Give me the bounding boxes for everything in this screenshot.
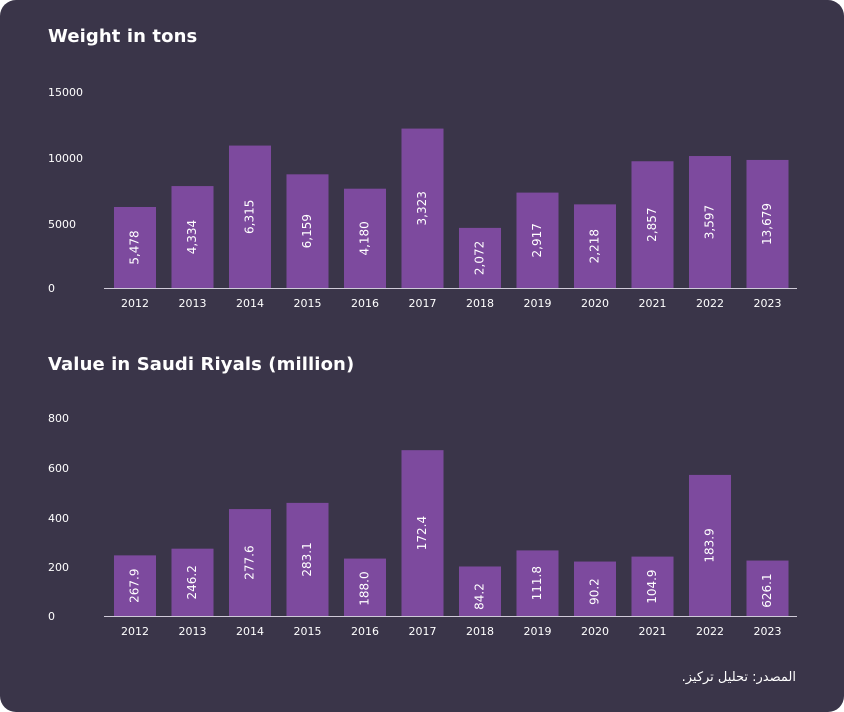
weight-bar-2013 [171,186,214,288]
weight-bar-label: 2,857 [645,207,659,241]
value-y-tick-label: 800 [48,412,69,425]
weight-x-tick-label: 2023 [754,297,782,310]
weight-chart-title: Weight in tons [48,26,198,47]
weight-x-tick-label: 2017 [409,297,437,310]
value-y-tick-label: 400 [48,512,69,525]
value-bar-2013 [171,548,214,616]
value-bar-label: 104.9 [645,569,659,603]
value-bar-2023 [746,560,789,616]
value-x-tick-label: 2012 [121,625,149,638]
value-bar-2021 [631,556,674,616]
value-x-tick-label: 2021 [639,625,667,638]
value-bar-label: 172.4 [415,516,429,550]
value-bar-label: 277.6 [243,545,257,579]
weight-x-tick-label: 2014 [236,297,264,310]
value-x-tick-label: 2022 [696,625,724,638]
weight-bar-2018 [459,227,501,288]
weight-bar-label: 4,180 [358,221,372,255]
value-bar-2019 [516,550,559,616]
weight-y-tick-label: 5000 [48,218,76,231]
weight-x-tick-label: 2013 [179,297,207,310]
weight-bar-label: 6,315 [243,200,257,234]
value-x-tick-label: 2017 [409,625,437,638]
value-bar-label: 267.9 [128,569,142,603]
weight-x-tick-label: 2012 [121,297,149,310]
value-bar-label: 188.0 [358,571,372,605]
value-bar-2012 [114,555,156,616]
weight-bar-2021 [631,161,674,288]
value-bar-2020 [574,561,616,616]
value-y-tick-label: 200 [48,561,69,574]
value-x-tick-label: 2016 [351,625,379,638]
weight-bar-label: 5,478 [128,230,142,264]
weight-bar-2014 [229,145,271,288]
weight-y-tick-label: 0 [48,282,55,295]
weight-bar-2015 [286,174,329,288]
value-bar-2016 [344,558,386,616]
weight-bar-label: 2,218 [588,229,602,263]
value-bar-2014 [229,509,271,616]
value-y-tick-label: 600 [48,462,69,475]
value-x-tick-label: 2020 [581,625,609,638]
weight-x-tick-label: 2020 [581,297,609,310]
weight-x-tick-label: 2019 [524,297,552,310]
weight-bar-2012 [114,206,156,288]
weight-x-tick-label: 2021 [639,297,667,310]
source-note: المصدر: تحليل تركيز. [681,670,796,685]
value-bar-label: 111.8 [530,566,544,600]
weight-x-tick-label: 2022 [696,297,724,310]
weight-bar-label: 4,334 [185,220,199,254]
value-x-tick-label: 2013 [179,625,207,638]
value-bar-label: 183.9 [703,528,717,562]
weight-bar-2019 [516,192,559,288]
value-x-tick-label: 2019 [524,625,552,638]
weight-bar-2020 [574,204,616,288]
weight-x-tick-label: 2015 [294,297,322,310]
weight-bar-label: 2,917 [530,223,544,257]
weight-bar-2022 [689,156,731,288]
value-x-tick-label: 2014 [236,625,264,638]
weight-bar-label: 13,679 [760,203,774,245]
weight-bar-2023 [746,159,789,288]
value-bar-label: 90.2 [588,578,602,605]
weight-bar-label: 3,597 [703,205,717,239]
weight-x-tick-label: 2016 [351,297,379,310]
value-bar-label: 283.1 [300,542,314,576]
weight-bar-label: 3,323 [415,191,429,225]
value-bar-2015 [286,502,329,616]
weight-x-tick-label: 2018 [466,297,494,310]
weight-bar-label: 6,159 [300,214,314,248]
weight-bar-2016 [344,188,386,288]
value-bar-label: 626.1 [760,573,774,607]
value-bar-2022 [689,474,731,616]
value-x-tick-label: 2015 [294,625,322,638]
value-bar-2018 [459,566,501,616]
value-x-tick-label: 2023 [754,625,782,638]
value-x-tick-label: 2018 [466,625,494,638]
value-bar-2017 [401,450,444,616]
weight-bar-label: 2,072 [473,241,487,275]
value-bar-label: 84.2 [473,583,487,610]
value-y-tick-label: 0 [48,610,55,623]
weight-bar-2017 [401,128,444,288]
weight-y-tick-label: 15000 [48,86,83,99]
value-chart-title: Value in Saudi Riyals (million) [48,354,355,375]
weight-y-tick-label: 10000 [48,152,83,165]
value-bar-label: 246.2 [185,565,199,599]
